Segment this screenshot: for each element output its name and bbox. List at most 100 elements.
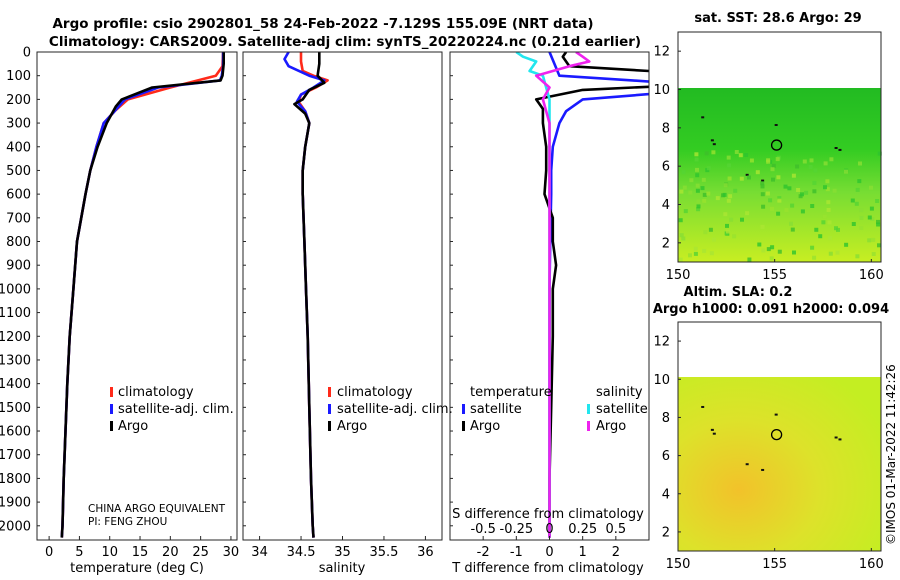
sst-texture-cell	[760, 184, 765, 189]
sst-texture-cell	[725, 223, 729, 228]
sst-texture-cell	[693, 251, 698, 256]
legend-swatch-satellite	[110, 404, 113, 414]
sst-texture-cell	[812, 189, 817, 194]
depth-tick-label: 1600	[0, 425, 31, 440]
sst-texture-cell	[808, 165, 813, 169]
island-speck	[834, 147, 838, 149]
sst-texture-cell	[855, 187, 860, 192]
sst-texture-cell	[827, 220, 832, 225]
sst-texture-cell	[702, 192, 707, 197]
sst-texture-cell	[733, 188, 738, 193]
legend-label-s-satellite: satellite	[596, 402, 648, 417]
depth-tick-label: 1700	[0, 448, 31, 463]
sst-texture-cell	[792, 250, 796, 255]
map-x-tick-label: 155	[762, 557, 787, 572]
depth-tick-label: 0	[23, 46, 31, 61]
sst-texture-cell	[870, 217, 875, 221]
sst-texture-cell	[800, 192, 804, 197]
sst-texture-cell	[722, 192, 727, 197]
sst-texture-cell	[744, 153, 749, 157]
sst-texture-cell	[829, 157, 834, 162]
series-line-climatology	[60, 51, 225, 538]
sst-texture-cell	[740, 217, 744, 222]
island-speck	[745, 463, 749, 466]
map-y-tick-label: 8	[662, 121, 670, 136]
sst-texture-cell	[783, 184, 788, 189]
island-speck	[834, 436, 838, 439]
note-line1: CHINA ARGO EQUIVALENT	[88, 503, 226, 515]
sst-texture-cell	[701, 177, 706, 182]
sst-texture-cell	[683, 209, 688, 214]
salinity-tick-label: 35.5	[369, 545, 398, 560]
sst-texture-cell	[810, 245, 815, 250]
sst-texture-cell	[688, 253, 692, 258]
sst-texture-cell	[689, 178, 694, 183]
sst-texture-cell	[749, 158, 754, 163]
legend-swatch-t-argo	[462, 421, 465, 431]
sst-texture-cell	[777, 196, 782, 201]
legend-label-satellite: satellite-adj. clim.	[118, 402, 234, 417]
sst-texture-cell	[765, 191, 770, 196]
legend-label-satellite: satellite-adj. clim.	[337, 402, 453, 417]
sst-texture-cell	[859, 208, 864, 213]
sst-texture-cell	[734, 150, 739, 154]
difference-panel: -2 -1 0 1 2 -0.5 -0.25 0 0.25 0.5 S difference f…	[449, 51, 650, 576]
series-line-satellite-adj-clim-	[60, 52, 225, 538]
temperature-tick-labels: 0 5 10 15 20 25 30	[45, 536, 239, 560]
sst-texture-cell	[702, 248, 707, 253]
island-speck	[761, 179, 765, 182]
sst-texture-cell	[699, 202, 704, 207]
sst-texture-cell	[822, 214, 827, 219]
sst-texture-cell	[850, 198, 855, 203]
sst-texture-cell	[694, 152, 699, 157]
sst-texture-cell	[679, 189, 684, 194]
series-line-salinity-argo	[534, 52, 591, 538]
depth-tick-label: 1800	[0, 472, 31, 487]
map-y-tick-label: 12	[653, 45, 670, 60]
sst-texture-cell	[809, 158, 814, 163]
sst-texture-cell	[766, 158, 771, 163]
sst-texture-cell	[825, 187, 830, 192]
s-difference-tick-labels: -0.5 -0.25 0 0.25 0.5	[470, 522, 626, 537]
legend-swatch-s-argo	[587, 421, 590, 431]
note-line2: PI: FENG ZHOU	[88, 516, 167, 528]
map-y-tick-label: 6	[662, 449, 670, 464]
depth-tick-label: 2000	[0, 519, 31, 534]
depth-tick-label: 100	[6, 69, 31, 84]
sst-texture-cell	[739, 176, 744, 181]
salinity-tick-label: 34	[251, 545, 268, 560]
sst-texture-cell	[678, 257, 683, 262]
sst-texture-cell	[728, 194, 733, 199]
sst-texture-cell	[777, 249, 782, 254]
figure-title-line1: Argo profile: csio 2902801_58 24-Feb-202…	[52, 16, 593, 32]
depth-tick-label: 500	[6, 164, 31, 179]
island-speck	[712, 432, 716, 435]
island-speck	[701, 405, 705, 408]
temperature-tick-label: 30	[223, 545, 240, 560]
sst-texture-cell	[834, 226, 838, 231]
sst-texture-cell	[706, 191, 711, 196]
sst-map-title: sat. SST: 28.6 Argo: 29	[694, 11, 861, 26]
sst-map-panel: sat. SST: 28.6 Argo: 29 150 155 1602468101…	[653, 11, 883, 283]
depth-tick-label: 1900	[0, 496, 31, 511]
sst-texture-cell	[876, 222, 881, 227]
depth-tick-label: 1000	[0, 282, 31, 297]
temperature-tick-label: 15	[132, 545, 149, 560]
salinity-tick-labels: 34 34.5 35 35.5 36	[251, 536, 434, 560]
map-x-tick-label: 150	[666, 557, 691, 572]
legend-swatch-argo	[110, 421, 113, 431]
s-difference-tick-label: -0.25	[500, 522, 534, 537]
sst-texture-cell	[696, 207, 701, 212]
sst-texture-cell	[871, 252, 876, 256]
sst-tick-labels: 150 155 160 2 4 6 8 10 12	[653, 45, 883, 283]
island-speck	[710, 428, 714, 431]
temperature-tick-label: 25	[192, 545, 209, 560]
sst-texture-cell	[776, 211, 781, 216]
depth-tick-label: 200	[6, 93, 31, 108]
island-speck	[710, 139, 714, 142]
sst-texture-cell	[729, 217, 734, 222]
map-y-tick-label: 10	[653, 373, 670, 388]
salinity-legend: climatology satellite-adj. clim. Argo	[328, 385, 453, 434]
legend-label-climatology: climatology	[337, 385, 413, 400]
sst-texture-cell	[703, 230, 708, 235]
